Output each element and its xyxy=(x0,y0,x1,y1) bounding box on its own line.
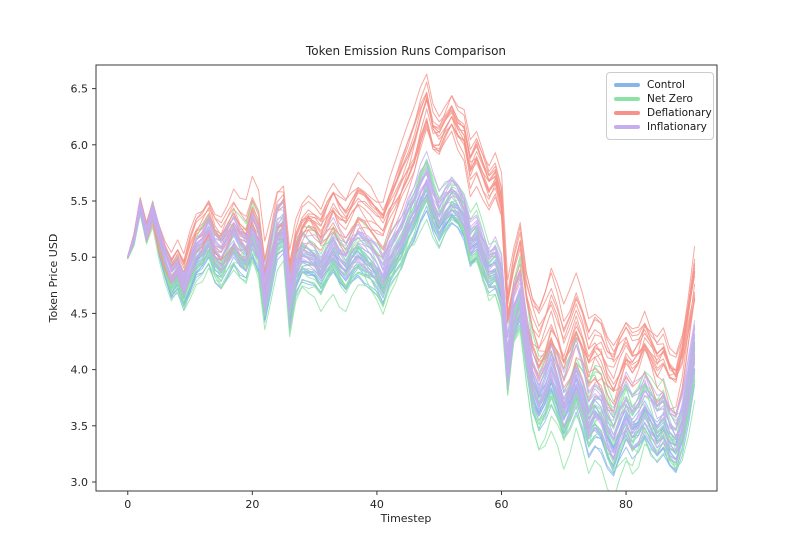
plot-area xyxy=(95,64,718,492)
legend-item-inflationary: Inflationary xyxy=(614,120,707,134)
y-axis-ticks: 3.0 3.5 4.0 4.5 5.0 5.5 6.0 6.5 xyxy=(71,83,96,489)
y-tick-label: 3.0 xyxy=(71,476,89,489)
legend-swatch xyxy=(614,111,640,115)
run-line xyxy=(127,171,696,430)
run-line xyxy=(127,124,696,415)
x-tick-label: 20 xyxy=(245,498,259,511)
run-line xyxy=(127,151,696,440)
y-tick-label: 5.5 xyxy=(71,195,89,208)
run-line xyxy=(127,178,696,439)
y-tick-label: 6.5 xyxy=(71,83,89,96)
legend-swatch xyxy=(614,83,640,87)
run-line xyxy=(127,73,696,371)
x-tick-label: 0 xyxy=(124,498,131,511)
run-line xyxy=(127,81,696,381)
x-axis-label: Timestep xyxy=(380,512,432,525)
legend-item-net-zero: Net Zero xyxy=(614,92,707,106)
run-line xyxy=(127,186,696,463)
run-line xyxy=(127,171,696,419)
run-line xyxy=(127,167,696,426)
x-tick-label: 60 xyxy=(494,498,508,511)
legend-item-control: Control xyxy=(614,78,707,92)
legend: Control Net Zero Deflationary Inflationary xyxy=(606,72,714,140)
y-tick-label: 5.0 xyxy=(71,251,89,264)
legend-swatch xyxy=(614,125,640,129)
x-tick-label: 80 xyxy=(619,498,633,511)
run-line xyxy=(127,180,696,460)
chart-title: Token Emission Runs Comparison xyxy=(305,44,506,58)
legend-label: Deflationary xyxy=(647,107,712,119)
run-line xyxy=(127,99,696,375)
y-axis-label: Token Price USD xyxy=(47,234,60,324)
legend-label: Net Zero xyxy=(647,93,693,105)
x-tick-label: 40 xyxy=(370,498,384,511)
y-tick-label: 6.0 xyxy=(71,139,89,152)
y-tick-label: 3.5 xyxy=(71,420,89,433)
y-tick-label: 4.5 xyxy=(71,307,89,320)
legend-label: Control xyxy=(647,79,685,91)
series-inflationary xyxy=(127,151,696,464)
x-axis-ticks: 0 20 40 60 80 xyxy=(124,491,633,511)
run-line xyxy=(127,212,696,470)
legend-label: Inflationary xyxy=(647,121,707,133)
y-tick-label: 4.0 xyxy=(71,364,89,377)
series-lines xyxy=(127,73,696,491)
legend-item-deflationary: Deflationary xyxy=(614,106,712,120)
legend-swatch xyxy=(614,97,640,101)
